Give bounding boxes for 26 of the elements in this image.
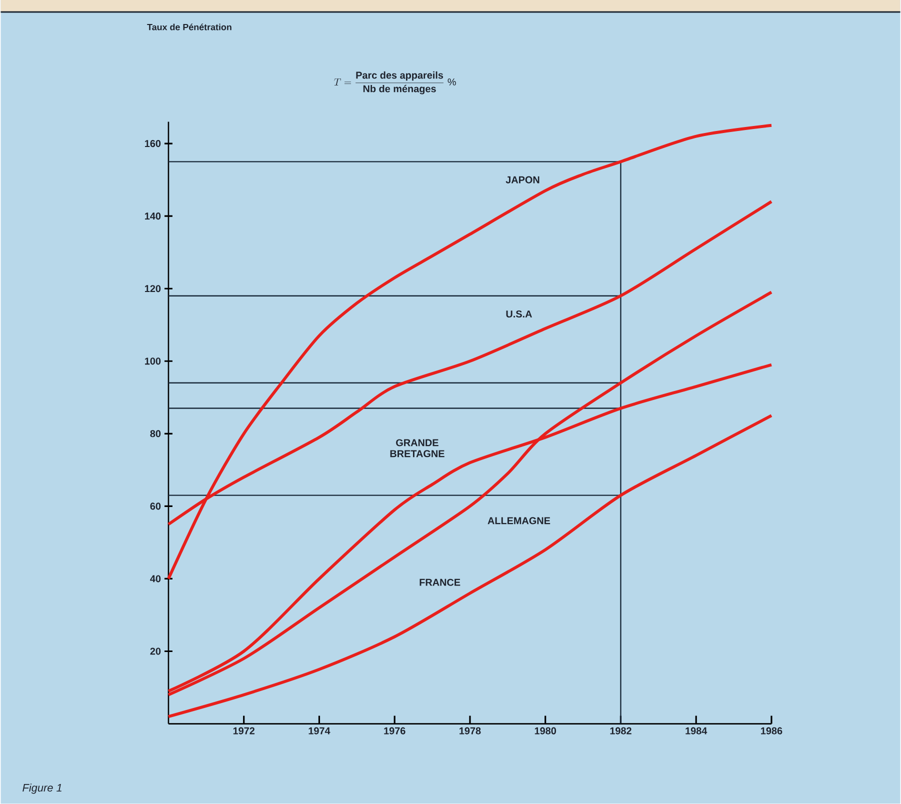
caption: Figure 1 — [22, 784, 62, 794]
series-label: GRANDE BRETAGNE — [390, 439, 444, 458]
x-tick-label: 1972 — [233, 727, 255, 735]
y-tick-label: 140 — [145, 212, 161, 220]
x-tick-label: 1982 — [610, 727, 632, 735]
x-tick-label: 1978 — [460, 727, 481, 735]
y-tick-label: 100 — [145, 358, 161, 365]
text: $T = \frac{\mbox{Parc des appareils}}{\mbox{Nb de ménages}}\;\%$ — [334, 72, 456, 94]
x-tick-label: 1984 — [686, 727, 708, 735]
series-label: JAPON — [506, 176, 540, 184]
series-label: ALLEMAGNE — [488, 517, 550, 524]
text: Taux de Pénétration — [147, 24, 232, 30]
line-series — [166, 290, 773, 696]
x-tick-label: 1976 — [384, 727, 406, 735]
y-tick-label: 20 — [150, 648, 161, 655]
line-series — [166, 414, 773, 718]
series-label: U.S.A — [506, 310, 532, 318]
y-tick-label: 120 — [145, 285, 161, 292]
y-tick-label: 80 — [150, 430, 161, 438]
y-tick-label: 160 — [145, 140, 161, 148]
series-label: FRANCE — [420, 579, 460, 586]
x-tick-label: 1980 — [534, 727, 556, 735]
x-tick-label: 1986 — [761, 727, 782, 735]
y-tick-label: 60 — [150, 502, 161, 510]
y-tick-label: 40 — [150, 575, 161, 582]
x-tick-label: 1974 — [308, 727, 330, 735]
